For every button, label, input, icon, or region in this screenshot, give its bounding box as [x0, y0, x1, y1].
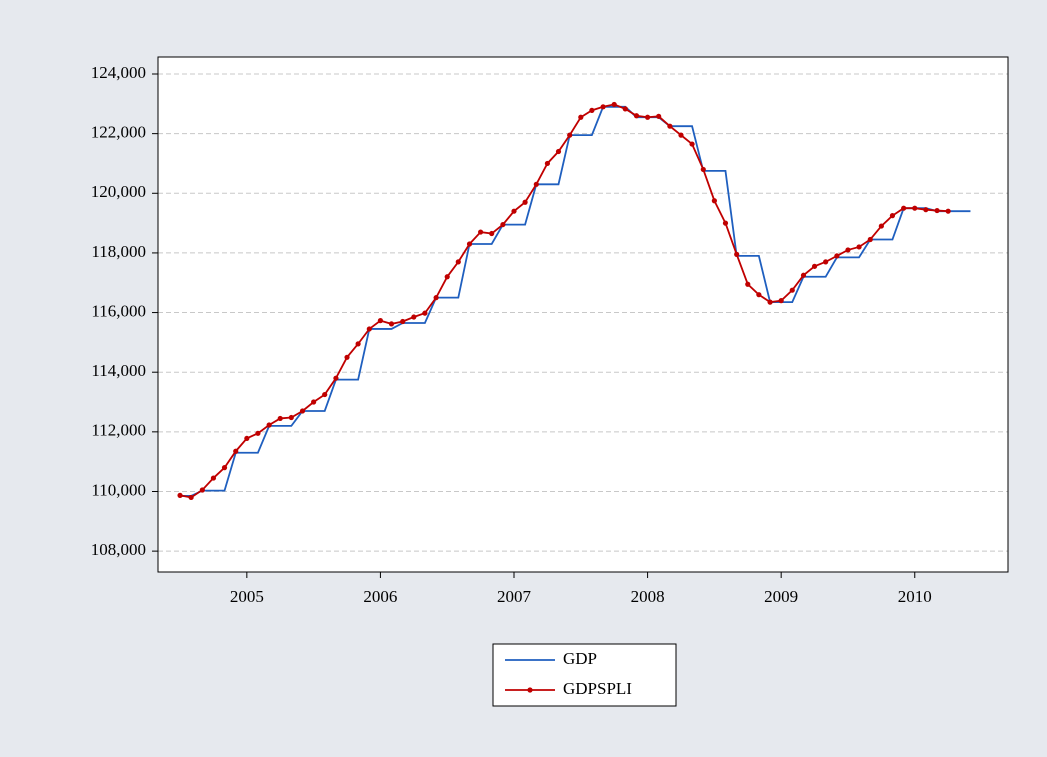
x-tick-label: 2007 — [497, 587, 532, 606]
series-marker — [823, 259, 829, 265]
series-marker — [466, 241, 473, 247]
series-marker — [188, 494, 194, 501]
series-marker — [811, 263, 818, 269]
series-marker — [422, 310, 428, 316]
y-tick-label: 110,000 — [91, 480, 146, 499]
series-marker — [600, 104, 606, 110]
series-marker — [233, 448, 239, 454]
legend-box — [492, 643, 677, 707]
series-marker — [221, 465, 228, 471]
legend-marker — [527, 687, 533, 693]
series-marker — [589, 107, 595, 113]
series-marker — [322, 391, 328, 398]
series-marker — [912, 205, 918, 211]
series-marker — [800, 272, 807, 278]
series-marker — [522, 199, 528, 205]
series-line — [179, 103, 949, 499]
series-marker — [578, 114, 584, 120]
series-marker — [533, 181, 539, 187]
series-marker — [266, 422, 272, 428]
series-marker — [366, 326, 372, 332]
legend-label: GDP — [563, 649, 597, 668]
series-marker — [455, 259, 461, 265]
series-marker — [288, 414, 294, 421]
series-marker — [411, 314, 417, 320]
y-tick-label: 124,000 — [91, 63, 146, 82]
plot-frame — [157, 56, 1009, 573]
x-tick-label: 2009 — [764, 587, 798, 606]
series-marker — [277, 415, 283, 422]
y-tick-label: 114,000 — [91, 361, 146, 380]
series-marker — [845, 247, 851, 253]
y-tick-label: 108,000 — [91, 540, 146, 559]
series-marker — [199, 487, 205, 493]
series-marker — [210, 475, 217, 481]
series-marker — [745, 281, 751, 287]
series-marker — [667, 123, 673, 129]
series-marker — [756, 292, 762, 298]
series-marker — [500, 221, 506, 228]
series-marker — [923, 207, 929, 213]
series-marker — [644, 114, 651, 120]
series-marker — [889, 213, 896, 219]
series-marker — [901, 205, 907, 211]
series-marker — [444, 274, 450, 280]
series-marker — [856, 244, 862, 250]
series-marker — [789, 287, 795, 293]
series-marker — [622, 106, 628, 112]
series-marker — [555, 148, 562, 155]
series-marker — [299, 408, 306, 414]
series-marker — [511, 208, 517, 214]
series-marker — [678, 132, 684, 138]
series-marker — [834, 253, 840, 259]
series-marker — [489, 230, 495, 237]
series-marker — [311, 399, 317, 405]
series-marker — [333, 375, 339, 381]
series-marker — [700, 166, 706, 173]
series-marker — [355, 341, 361, 347]
series-marker — [344, 354, 350, 360]
series-marker — [689, 141, 695, 147]
series-marker — [934, 207, 940, 214]
y-tick-label: 122,000 — [91, 123, 146, 142]
series-marker — [478, 229, 484, 235]
plot-area — [158, 57, 1008, 572]
series-marker — [377, 318, 384, 324]
series-marker — [388, 321, 395, 327]
series-marker — [611, 101, 617, 108]
series-marker — [945, 208, 951, 214]
series-marker — [767, 299, 773, 305]
series-marker — [177, 492, 183, 498]
series-marker — [244, 435, 250, 442]
series-marker — [778, 298, 784, 304]
series-marker — [867, 236, 873, 243]
legend-label: GDPSPLI — [563, 679, 632, 698]
series-marker — [878, 223, 884, 229]
legend: GDP GDPSPLI — [492, 643, 677, 707]
x-tick-label: 2006 — [363, 587, 397, 606]
x-tick-label: 2005 — [230, 587, 264, 606]
series-marker — [656, 113, 662, 119]
series-marker — [722, 220, 729, 226]
series-marker — [711, 198, 717, 204]
y-tick-label: 116,000 — [91, 301, 146, 320]
series-marker — [433, 295, 439, 301]
y-tick-label: 118,000 — [91, 242, 146, 261]
series-marker — [734, 251, 740, 258]
y-tick-label: 112,000 — [91, 421, 146, 440]
y-tick-label: 120,000 — [91, 182, 146, 201]
x-tick-label: 2008 — [631, 587, 665, 606]
series-marker — [567, 132, 573, 138]
x-tick-label: 2010 — [898, 587, 932, 606]
series-marker — [544, 160, 550, 167]
series-marker — [255, 430, 261, 436]
series-marker — [400, 318, 406, 325]
series-marker — [633, 113, 640, 119]
